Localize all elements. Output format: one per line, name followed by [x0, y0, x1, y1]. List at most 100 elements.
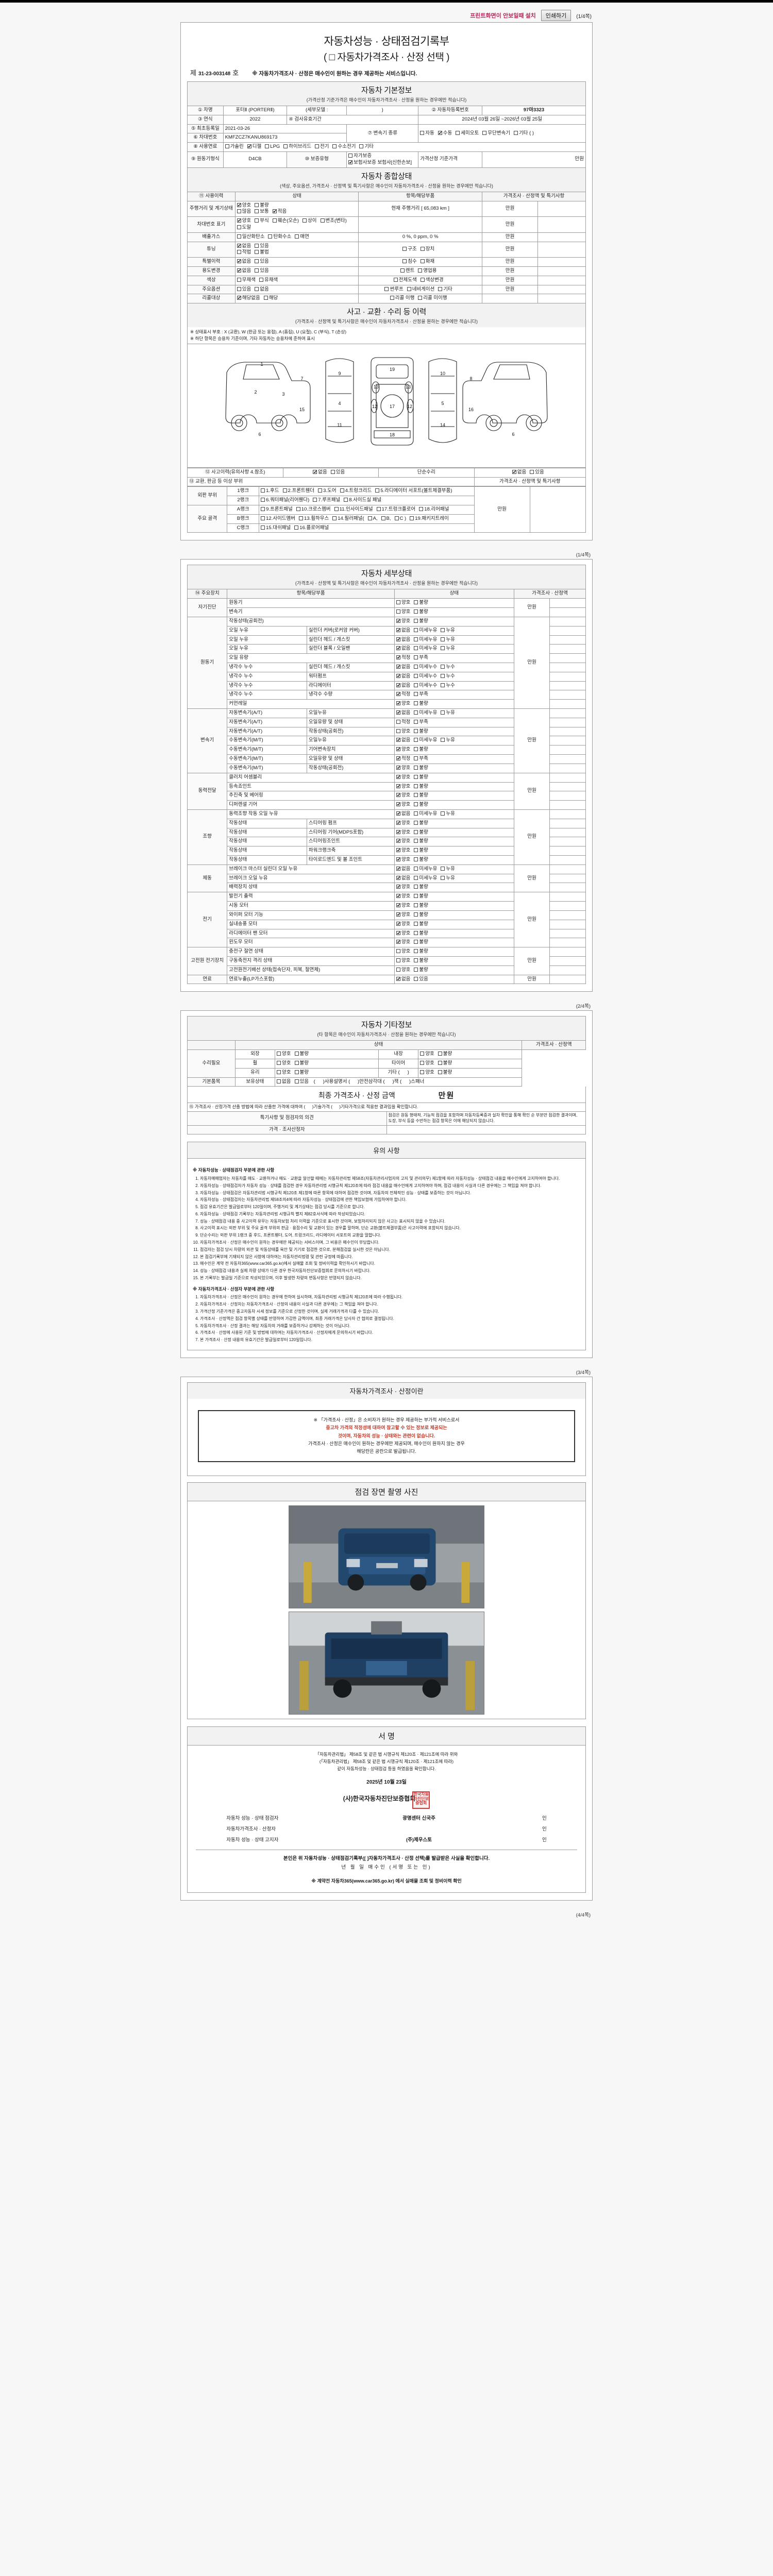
detail-1-8-option-1[interactable]: 부족 [414, 691, 428, 698]
checkbox-icon[interactable] [441, 866, 445, 871]
checkbox-icon[interactable] [414, 738, 418, 742]
detail-1-3-option-2[interactable]: 누유 [441, 646, 455, 652]
state-mid-3-option-1[interactable]: 불법 [255, 249, 269, 256]
checkbox-icon[interactable] [396, 664, 400, 670]
checkbox-icon[interactable] [294, 525, 299, 530]
state-1-option-0[interactable]: 양호 [237, 217, 251, 225]
simple-repair-option-0[interactable]: 없음 [512, 469, 526, 476]
checkbox-icon[interactable] [414, 866, 418, 871]
checkbox-icon[interactable] [237, 202, 241, 208]
item-3-option-1[interactable]: 장치 [420, 246, 434, 253]
detail-3-3-option-1[interactable]: 불량 [414, 802, 428, 808]
detail-0-0-option-0[interactable]: 양호 [396, 600, 410, 606]
state-0-option-1[interactable]: 불량 [255, 202, 269, 209]
detail-1-2-option-1[interactable]: 미세누유 [414, 637, 437, 643]
etc-1-1-option-1[interactable]: 불량 [438, 1060, 452, 1067]
detail-7-2-option-0[interactable]: 양호 [396, 967, 410, 974]
etc-0-0-option-0[interactable]: 양호 [277, 1051, 291, 1058]
checkbox-icon[interactable] [296, 507, 300, 511]
checkbox-icon[interactable] [396, 691, 400, 698]
part-1-1-option-5[interactable]: C ) [394, 516, 406, 522]
state-1-option-5[interactable]: 도말 [237, 225, 251, 231]
detail-2-1-option-0[interactable]: 적정 [396, 719, 410, 726]
checkbox-icon[interactable] [320, 218, 325, 223]
detail-6-4-option-1[interactable]: 불량 [414, 930, 428, 937]
signature-seal-mark[interactable]: 인 [542, 1815, 547, 1821]
checkbox-icon[interactable] [414, 839, 418, 843]
detail-2-5-option-1[interactable]: 부족 [414, 756, 428, 762]
checkbox-icon[interactable] [376, 507, 381, 511]
fuel-option-1[interactable]: 디젤 [247, 143, 261, 150]
part-1-1-option-6[interactable]: 19.패키지트레이 [410, 516, 449, 522]
checkbox-icon[interactable] [332, 516, 337, 520]
detail-7-0-option-0[interactable]: 양호 [396, 948, 410, 955]
etc-1-1-option-0[interactable]: 양호 [420, 1060, 434, 1067]
detail-1-3-option-0[interactable]: 없음 [396, 645, 410, 652]
detail-3-2-option-0[interactable]: 양호 [396, 792, 410, 799]
item-4-option-1[interactable]: 화재 [420, 259, 434, 265]
checkbox-icon[interactable] [414, 894, 418, 899]
checkbox-icon[interactable] [294, 1070, 299, 1074]
fuel-option-5[interactable]: 수소전기 [332, 144, 356, 150]
checkbox-icon[interactable] [396, 902, 400, 908]
checkbox-icon[interactable] [255, 243, 259, 248]
checkbox-icon[interactable] [396, 719, 400, 724]
checkbox-icon[interactable] [396, 618, 400, 624]
detail-2-6-option-1[interactable]: 불량 [414, 765, 428, 772]
part-1-0-option-3[interactable]: 17.트렁크플로어 [376, 506, 415, 513]
part-1-2-option-0[interactable]: 15.대쉬패널 [261, 525, 291, 532]
checkbox-icon[interactable] [441, 710, 445, 715]
item-5-option-0[interactable]: 렌트 [400, 268, 414, 275]
detail-1-8-option-0[interactable]: 적정 [396, 691, 410, 698]
checkbox-icon[interactable] [414, 618, 418, 623]
detail-2-2-option-0[interactable]: 양호 [396, 728, 410, 735]
checkbox-icon[interactable] [414, 793, 418, 798]
item-7-option-2[interactable]: 기타 [438, 286, 452, 293]
checkbox-icon[interactable] [396, 682, 400, 688]
etc-2-0-option-0[interactable]: 양호 [277, 1070, 291, 1076]
detail-2-6-option-0[interactable]: 양호 [396, 765, 410, 772]
part-1-1-option-1[interactable]: 13.휠하우스 [299, 516, 329, 522]
checkbox-icon[interactable] [414, 802, 418, 807]
state-3-option-0[interactable]: 없음 [237, 243, 251, 250]
basic-items-option-1[interactable]: 있음 [294, 1079, 309, 1086]
transmission-option-4[interactable]: 기타 ( ) [513, 130, 534, 137]
detail-4-4-option-0[interactable]: 양호 [396, 847, 410, 854]
checkbox-icon[interactable] [318, 488, 323, 493]
checkbox-icon[interactable] [396, 600, 400, 605]
detail-1-7-option-2[interactable]: 누수 [441, 683, 455, 689]
detail-3-0-option-0[interactable]: 양호 [396, 774, 410, 781]
checkbox-icon[interactable] [396, 645, 400, 651]
detail-5-2-option-1[interactable]: 불량 [414, 884, 428, 891]
checkbox-icon[interactable] [482, 130, 487, 135]
item-7-option-0[interactable]: 썬루프 [384, 286, 404, 293]
checkbox-icon[interactable] [396, 728, 400, 733]
checkbox-icon[interactable] [396, 636, 400, 642]
checkbox-icon[interactable] [396, 976, 400, 982]
checkbox-icon[interactable] [441, 811, 445, 816]
detail-0-1-option-1[interactable]: 불량 [414, 609, 428, 616]
state-1-option-3[interactable]: 상이 [303, 218, 317, 225]
checkbox-icon[interactable] [255, 218, 259, 223]
transmission-option-3[interactable]: 무단변속기 [482, 130, 510, 137]
checkbox-icon[interactable] [396, 627, 400, 633]
checkbox-icon[interactable] [414, 958, 418, 962]
checkbox-icon[interactable] [396, 746, 400, 752]
checkbox-icon[interactable] [414, 784, 418, 788]
checkbox-icon[interactable] [261, 525, 265, 530]
detail-1-1-option-2[interactable]: 누유 [441, 628, 455, 634]
detail-6-3-option-1[interactable]: 불량 [414, 921, 428, 928]
checkbox-icon[interactable] [344, 498, 348, 502]
checkbox-icon[interactable] [414, 600, 418, 605]
checkbox-icon[interactable] [414, 637, 418, 641]
checkbox-icon[interactable] [414, 903, 418, 908]
checkbox-icon[interactable] [390, 296, 394, 300]
detail-0-1-option-0[interactable]: 양호 [396, 609, 410, 616]
checkbox-icon[interactable] [332, 144, 337, 149]
warranty-option-0[interactable]: 자가보증 [348, 153, 372, 160]
checkbox-icon[interactable] [438, 1052, 442, 1056]
checkbox-icon[interactable] [414, 710, 418, 715]
checkbox-icon[interactable] [255, 202, 259, 207]
fuel-option-6[interactable]: 기타 [359, 144, 374, 150]
checkbox-icon[interactable] [237, 234, 241, 239]
